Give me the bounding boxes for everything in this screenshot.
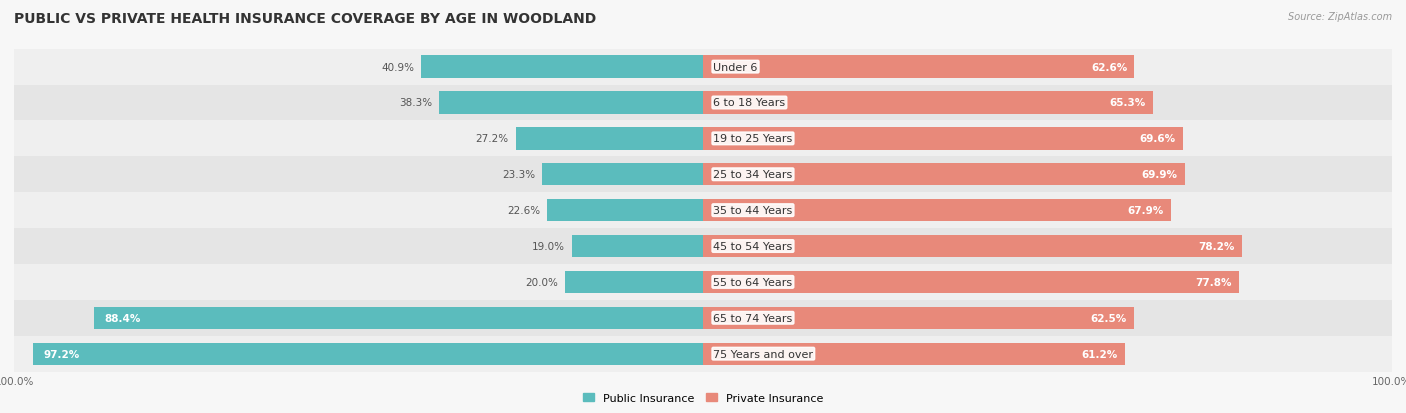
Text: 78.2%: 78.2% <box>1198 242 1234 252</box>
Bar <box>14 157 703 193</box>
Text: 77.8%: 77.8% <box>1195 277 1232 287</box>
Text: 67.9%: 67.9% <box>1128 206 1164 216</box>
Text: 62.5%: 62.5% <box>1091 313 1126 323</box>
Bar <box>516 128 703 150</box>
Bar <box>703 336 1392 372</box>
Bar <box>543 164 703 186</box>
Bar <box>703 271 1239 293</box>
Text: 45 to 54 Years: 45 to 54 Years <box>713 242 793 252</box>
Bar <box>703 199 1171 222</box>
Bar <box>14 121 703 157</box>
Bar <box>14 193 703 228</box>
Text: 20.0%: 20.0% <box>526 277 558 287</box>
Text: 55 to 64 Years: 55 to 64 Years <box>713 277 793 287</box>
Text: 23.3%: 23.3% <box>502 170 536 180</box>
Text: 35 to 44 Years: 35 to 44 Years <box>713 206 793 216</box>
Bar <box>34 343 703 365</box>
Bar <box>703 264 1392 300</box>
Text: PUBLIC VS PRIVATE HEALTH INSURANCE COVERAGE BY AGE IN WOODLAND: PUBLIC VS PRIVATE HEALTH INSURANCE COVER… <box>14 12 596 26</box>
Bar <box>94 307 703 329</box>
Bar <box>703 235 1241 258</box>
Text: 38.3%: 38.3% <box>399 98 432 108</box>
Text: 62.6%: 62.6% <box>1091 62 1128 72</box>
Text: 40.9%: 40.9% <box>381 62 415 72</box>
Bar <box>703 121 1392 157</box>
Bar <box>703 56 1135 78</box>
Bar <box>703 157 1392 193</box>
Legend: Public Insurance, Private Insurance: Public Insurance, Private Insurance <box>579 389 827 408</box>
Bar <box>14 50 703 85</box>
Bar <box>14 85 703 121</box>
Text: 69.9%: 69.9% <box>1142 170 1178 180</box>
Bar <box>565 271 703 293</box>
Bar <box>703 300 1392 336</box>
Text: 25 to 34 Years: 25 to 34 Years <box>713 170 793 180</box>
Bar <box>439 92 703 114</box>
Bar <box>703 164 1185 186</box>
Bar <box>14 300 703 336</box>
Text: Under 6: Under 6 <box>713 62 758 72</box>
Bar <box>703 50 1392 85</box>
Bar <box>14 336 703 372</box>
Text: 97.2%: 97.2% <box>44 349 80 359</box>
Bar <box>547 199 703 222</box>
Text: 75 Years and over: 75 Years and over <box>713 349 813 359</box>
Text: 19.0%: 19.0% <box>533 242 565 252</box>
Bar <box>703 343 1125 365</box>
Bar <box>422 56 703 78</box>
Bar <box>572 235 703 258</box>
Text: 61.2%: 61.2% <box>1081 349 1118 359</box>
Bar <box>703 228 1392 264</box>
Text: 69.6%: 69.6% <box>1139 134 1175 144</box>
Text: Source: ZipAtlas.com: Source: ZipAtlas.com <box>1288 12 1392 22</box>
Text: 65.3%: 65.3% <box>1109 98 1146 108</box>
Bar <box>703 128 1182 150</box>
Text: 19 to 25 Years: 19 to 25 Years <box>713 134 793 144</box>
Bar <box>14 264 703 300</box>
Bar <box>703 92 1153 114</box>
Bar <box>703 307 1133 329</box>
Bar <box>14 228 703 264</box>
Bar <box>703 85 1392 121</box>
Text: 22.6%: 22.6% <box>508 206 540 216</box>
Text: 27.2%: 27.2% <box>475 134 509 144</box>
Text: 6 to 18 Years: 6 to 18 Years <box>713 98 786 108</box>
Text: 65 to 74 Years: 65 to 74 Years <box>713 313 793 323</box>
Bar <box>703 193 1392 228</box>
Text: 88.4%: 88.4% <box>104 313 141 323</box>
